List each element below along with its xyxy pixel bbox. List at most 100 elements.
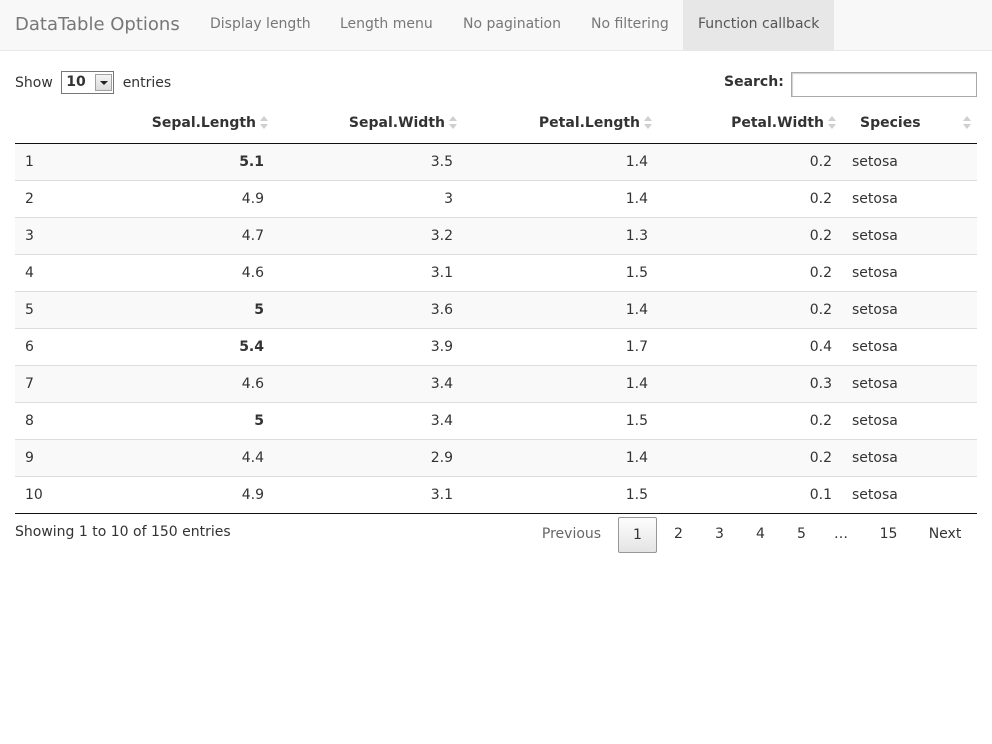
nav-item-no-pagination[interactable]: No pagination [463, 16, 561, 32]
data-table: Sepal.Length Sepal.Width Petal.Length Pe… [15, 103, 977, 514]
cell-petal-length: 1.4 [463, 143, 658, 180]
cell-sepal-length: 4.9 [78, 179, 274, 217]
cell-petal-width: 0.2 [658, 290, 842, 328]
cell-species: setosa [842, 438, 977, 476]
sort-icon [449, 116, 457, 130]
cell-species: setosa [842, 364, 977, 402]
cell-species: setosa [842, 216, 977, 254]
cell-petal-width: 0.2 [658, 253, 842, 291]
cell-petal-width: 0.1 [658, 475, 842, 514]
table-body: 1 5.1 3.5 1.4 0.2 setosa 2 4.9 3 1.4 0.2 setosa 3 4.7… [15, 143, 977, 514]
column-header-rownames[interactable] [15, 103, 78, 144]
cell-species: setosa [842, 179, 977, 217]
pagination-ellipsis: … [834, 526, 848, 542]
column-header-sepal-length[interactable]: Sepal.Length [78, 103, 274, 144]
table-info: Showing 1 to 10 of 150 entries [15, 524, 231, 540]
sort-icon [644, 116, 652, 130]
cell-petal-length: 1.5 [463, 401, 658, 439]
pagination-previous[interactable]: Previous [541, 526, 602, 542]
cell-rowname: 3 [15, 216, 78, 254]
cell-petal-width: 0.2 [658, 179, 842, 217]
column-header-label: Species [860, 114, 921, 131]
cell-petal-length: 1.4 [463, 179, 658, 217]
cell-sepal-length: 4.7 [78, 216, 274, 254]
pagination-page-5[interactable]: 5 [797, 526, 806, 542]
pagination-page-3[interactable]: 3 [715, 526, 724, 542]
cell-petal-length: 1.5 [463, 253, 658, 291]
navbar: DataTable Options Display length Length … [0, 0, 992, 51]
table-row[interactable]: 8 5 3.4 1.5 0.2 setosa [15, 401, 977, 439]
length-select[interactable]: 10 [61, 71, 115, 94]
column-header-petal-width[interactable]: Petal.Width [658, 103, 842, 144]
table-row[interactable]: 5 5 3.6 1.4 0.2 setosa [15, 290, 977, 328]
table-row[interactable]: 1 5.1 3.5 1.4 0.2 setosa [15, 143, 977, 180]
cell-sepal-length: 4.6 [78, 364, 274, 402]
pagination-page-2[interactable]: 2 [674, 526, 683, 542]
navbar-brand[interactable]: DataTable Options [15, 14, 180, 35]
pagination-page-1[interactable]: 1 [618, 517, 657, 553]
cell-species: setosa [842, 401, 977, 439]
column-header-label: Petal.Width [731, 114, 824, 131]
cell-rowname: 4 [15, 253, 78, 291]
table-row[interactable]: 7 4.6 3.4 1.4 0.3 setosa [15, 364, 977, 402]
cell-petal-length: 1.5 [463, 475, 658, 514]
nav-item-function-callback[interactable]: Function callback [683, 0, 834, 50]
cell-sepal-length: 4.4 [78, 438, 274, 476]
cell-petal-length: 1.4 [463, 364, 658, 402]
table-row[interactable]: 9 4.4 2.9 1.4 0.2 setosa [15, 438, 977, 476]
cell-petal-width: 0.4 [658, 327, 842, 365]
cell-rowname: 1 [15, 143, 78, 180]
cell-species: setosa [842, 327, 977, 365]
cell-rowname: 9 [15, 438, 78, 476]
cell-sepal-length: 5.1 [78, 143, 274, 180]
length-select-value: 10 [66, 74, 86, 90]
table-row[interactable]: 4 4.6 3.1 1.5 0.2 setosa [15, 253, 977, 291]
cell-species: setosa [842, 290, 977, 328]
dropdown-arrow-icon[interactable] [95, 74, 113, 91]
cell-sepal-width: 2.9 [274, 438, 463, 476]
search-input[interactable] [791, 72, 977, 97]
cell-rowname: 10 [15, 475, 78, 514]
pagination-page-15[interactable]: 15 [879, 526, 898, 542]
column-header-petal-length[interactable]: Petal.Length [463, 103, 658, 144]
cell-petal-width: 0.2 [658, 438, 842, 476]
sort-icon [963, 116, 971, 130]
cell-sepal-width: 3.1 [274, 475, 463, 514]
cell-petal-width: 0.2 [658, 216, 842, 254]
table-row[interactable]: 10 4.9 3.1 1.5 0.1 setosa [15, 475, 977, 514]
table-row[interactable]: 2 4.9 3 1.4 0.2 setosa [15, 179, 977, 217]
cell-sepal-length: 5 [78, 401, 274, 439]
cell-rowname: 6 [15, 327, 78, 365]
nav-item-length-menu[interactable]: Length menu [340, 16, 433, 32]
cell-rowname: 5 [15, 290, 78, 328]
cell-petal-length: 1.4 [463, 290, 658, 328]
cell-sepal-length: 5.4 [78, 327, 274, 365]
column-header-species[interactable]: Species [842, 103, 977, 144]
cell-sepal-width: 3.4 [274, 401, 463, 439]
length-control: Show 10 entries [15, 71, 171, 95]
cell-petal-length: 1.3 [463, 216, 658, 254]
table-row[interactable]: 6 5.4 3.9 1.7 0.4 setosa [15, 327, 977, 365]
cell-sepal-length: 5 [78, 290, 274, 328]
cell-petal-width: 0.2 [658, 143, 842, 180]
table-row[interactable]: 3 4.7 3.2 1.3 0.2 setosa [15, 216, 977, 254]
column-header-label: Sepal.Length [151, 114, 256, 131]
pagination-next[interactable]: Next [928, 526, 962, 542]
length-show-label: Show [15, 74, 53, 91]
sort-icon [828, 116, 836, 130]
length-entries-label: entries [122, 74, 172, 91]
cell-petal-length: 1.4 [463, 438, 658, 476]
cell-sepal-length: 4.6 [78, 253, 274, 291]
cell-petal-length: 1.7 [463, 327, 658, 365]
nav-item-no-filtering[interactable]: No filtering [591, 16, 669, 32]
cell-species: setosa [842, 475, 977, 514]
cell-petal-width: 0.3 [658, 364, 842, 402]
cell-sepal-length: 4.9 [78, 475, 274, 514]
cell-petal-width: 0.2 [658, 401, 842, 439]
cell-sepal-width: 3.1 [274, 253, 463, 291]
search-label: Search: [724, 74, 784, 90]
column-header-sepal-width[interactable]: Sepal.Width [274, 103, 463, 144]
cell-sepal-width: 3.2 [274, 216, 463, 254]
nav-item-display-length[interactable]: Display length [210, 16, 311, 32]
pagination-page-4[interactable]: 4 [756, 526, 765, 542]
